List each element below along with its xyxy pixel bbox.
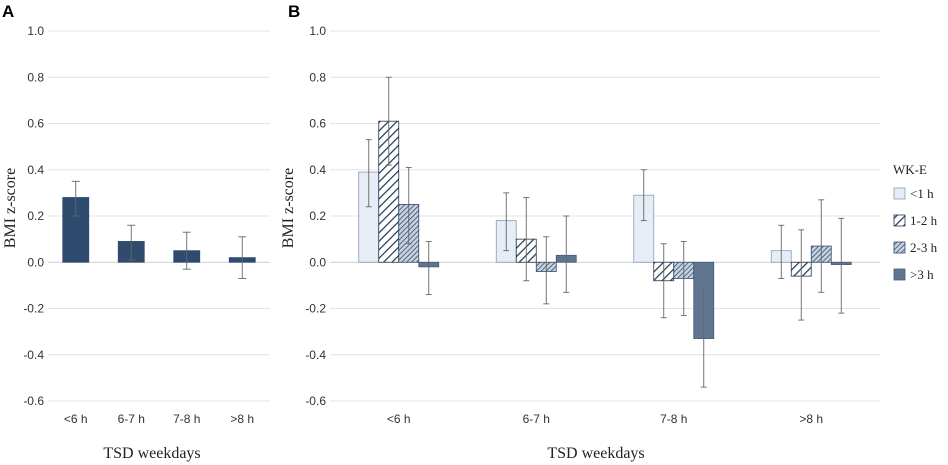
panel-b-y-tick-label: 1.0 — [309, 24, 326, 38]
legend-label: <1 h — [910, 186, 934, 201]
legend-title: WK-E — [893, 162, 927, 177]
panel-a-x-tick-label: >8 h — [230, 412, 254, 426]
panel-a-y-tick-label: 0.0 — [27, 255, 44, 269]
panel-b-x-axis-title: TSD weekdays — [547, 445, 644, 462]
legend-label: >3 h — [910, 267, 934, 282]
panel-a-y-tick-label: -0.4 — [23, 348, 44, 362]
panel-label-a: A — [2, 2, 14, 21]
legend-swatch — [893, 268, 906, 281]
panel-a-x-tick-label: 6-7 h — [118, 412, 145, 426]
panel-a-x-tick-label: 7-8 h — [173, 412, 200, 426]
panel-b-y-axis-title: BMI z-score — [280, 168, 297, 248]
panel-a-y-tick-label: 0.2 — [27, 209, 44, 223]
panel-a-y-tick-label: 0.6 — [27, 117, 44, 131]
panel-b-x-tick-label: >8 h — [799, 412, 823, 426]
panel-a-y-tick-label: -0.6 — [23, 394, 44, 408]
panel-a-y-axis-title: BMI z-score — [2, 168, 19, 248]
panel-a-x-axis-title: TSD weekdays — [103, 445, 200, 462]
legend-swatch — [893, 214, 906, 227]
legend-swatch — [893, 187, 906, 200]
legend-label: 2-3 h — [910, 240, 938, 255]
panel-a-y-tick-label: 1.0 — [27, 24, 44, 38]
legend-label: 1-2 h — [910, 213, 938, 228]
panel-b-y-tick-label: 0.8 — [309, 70, 326, 84]
panel-a-y-tick-label: 0.8 — [27, 70, 44, 84]
panel-b-y-tick-label: 0.0 — [309, 255, 326, 269]
panel-a-y-tick-label: -0.2 — [23, 302, 44, 316]
panel-label-b: B — [288, 2, 300, 21]
panel-b-x-tick-label: <6 h — [387, 412, 411, 426]
panel-a-x-tick-label: <6 h — [64, 412, 88, 426]
panel-b-y-tick-label: 0.4 — [309, 163, 326, 177]
panel-a-plot: 1.0 0.8 0.6 0.4 0.2 0.0 -0.2 -0.4 -0.6 <6 h 6-7 h 7… — [23, 24, 270, 426]
legend-swatch — [893, 241, 906, 254]
panel-a-y-tick-label: 0.4 — [27, 163, 44, 177]
legend: WK-E <1 h 1-2 h 2-3 h >3 h — [893, 162, 938, 282]
panel-b-y-tick-label: -0.2 — [305, 302, 326, 316]
panel-b-y-tick-label: -0.4 — [305, 348, 326, 362]
panel-b-x-tick-label: 7-8 h — [660, 412, 687, 426]
panel-b-plot: 1.0 0.8 0.6 0.4 0.2 0.0 -0.2 -0.4 -0.6 <6 h 6-7 h 7… — [305, 24, 880, 426]
panel-b-y-tick-label: 0.6 — [309, 117, 326, 131]
panel-b-x-tick-label: 6-7 h — [523, 412, 550, 426]
panel-b-y-tick-label: -0.6 — [305, 394, 326, 408]
panel-b-y-tick-label: 0.2 — [309, 209, 326, 223]
